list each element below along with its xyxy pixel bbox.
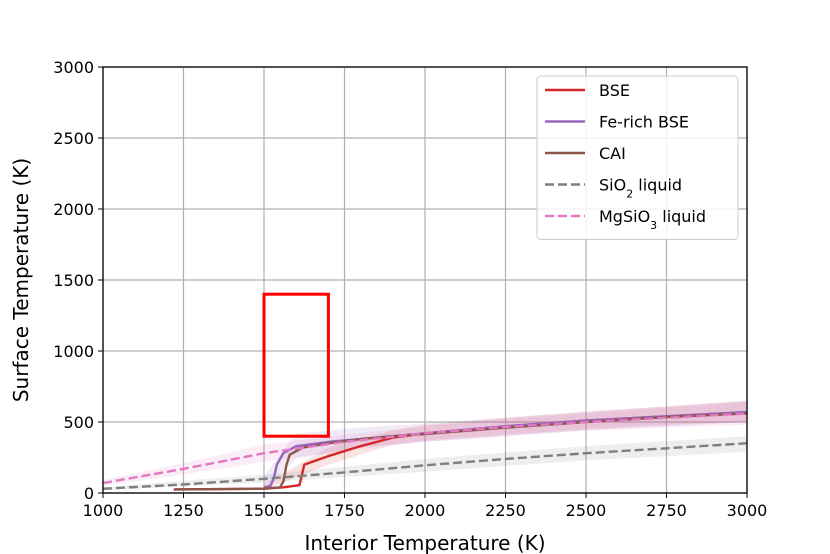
highlight-rectangle bbox=[262, 292, 330, 438]
x-tick-label: 2500 bbox=[566, 501, 607, 520]
y-tick-label: 500 bbox=[63, 413, 94, 432]
annotations bbox=[262, 292, 330, 438]
y-tick-label: 1000 bbox=[53, 342, 94, 361]
mgsio3-liquid-line bbox=[102, 412, 748, 485]
legend: BSE Fe-rich BSE CAI SiO2 liquid MgSiO3 liqui… bbox=[536, 75, 739, 240]
legend-box bbox=[536, 75, 739, 240]
sio2-liquid-band bbox=[103, 436, 747, 491]
fe-rich-bse-band bbox=[264, 400, 747, 491]
legend-label: SiO2 liquid bbox=[599, 176, 682, 201]
x-tick-label: 1500 bbox=[244, 501, 285, 520]
y-tick-label: 2500 bbox=[53, 129, 94, 148]
y-axis-label: Surface Temperature (K) bbox=[9, 158, 33, 402]
x-tick-label: 1750 bbox=[324, 501, 365, 520]
legend-label: MgSiO3 liquid bbox=[599, 207, 706, 232]
x-axis-label: Interior Temperature (K) bbox=[304, 531, 545, 554]
y-tick-label: 3000 bbox=[53, 58, 94, 77]
x-tick-label: 2250 bbox=[485, 501, 526, 520]
x-tick-label: 3000 bbox=[727, 501, 768, 520]
sio2-liquid-line bbox=[102, 442, 748, 490]
legend-label: CAI bbox=[599, 144, 626, 163]
x-tick-label: 1000 bbox=[83, 501, 124, 520]
x-tick-label: 2000 bbox=[405, 501, 446, 520]
bse-band bbox=[264, 400, 747, 491]
x-tick-label: 1250 bbox=[163, 501, 204, 520]
y-tick-label: 2000 bbox=[53, 200, 94, 219]
legend-label: Fe-rich BSE bbox=[599, 113, 689, 132]
legend-label: BSE bbox=[599, 81, 630, 100]
y-tick-label: 0 bbox=[84, 484, 94, 503]
series-lines bbox=[102, 410, 748, 491]
ticks: 1000 1250 1500 1750 2000 2250 2500 2750 3000 0 500… bbox=[53, 58, 767, 520]
x-tick-label: 2750 bbox=[646, 501, 687, 520]
y-tick-label: 1500 bbox=[53, 271, 94, 290]
